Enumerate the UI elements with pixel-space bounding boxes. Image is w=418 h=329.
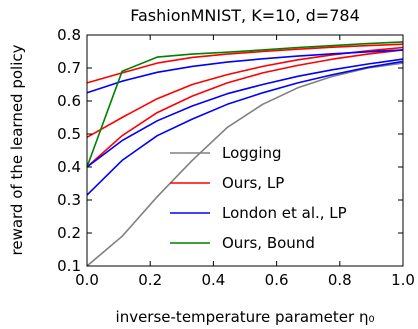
x-tick-label: 0.6: [265, 271, 289, 289]
x-tick-label: 0.4: [201, 271, 225, 289]
y-tick-label: 0.2: [57, 224, 81, 242]
y-tick-label: 0.7: [57, 59, 81, 77]
y-tick-label: 0.8: [57, 26, 81, 44]
x-axis: 0.0 0.2 0.4 0.6 0.8 1.0: [75, 35, 415, 289]
plot-frame: [86, 34, 404, 267]
x-axis-label: inverse-temperature parameter η₀: [116, 308, 375, 326]
series-line-8: [86, 41, 404, 168]
series-line-1: [86, 62, 404, 267]
y-tick-label: 0.3: [57, 191, 81, 209]
legend-label: London et al., LP: [222, 204, 347, 222]
y-tick-label: 0.1: [57, 257, 81, 275]
series-line-4: [86, 49, 404, 168]
y-axis-label: reward of the learned policy: [8, 44, 26, 255]
y-tick-label: 0.6: [57, 92, 81, 110]
legend-label: Logging: [222, 144, 282, 162]
y-tick-label: 0.5: [57, 125, 81, 143]
x-tick-label: 0.8: [328, 271, 352, 289]
legend-label: Ours, LP: [222, 174, 284, 192]
y-tick-label: 0.4: [57, 158, 81, 176]
series-line-6: [86, 58, 404, 168]
series-line-5: [86, 49, 404, 94]
series-line-2: [86, 43, 404, 84]
legend-label: Ours, Bound: [222, 234, 315, 252]
chart-title: FashionMNIST, K=10, d=784: [130, 6, 360, 25]
series-line-7: [86, 60, 404, 196]
y-axis: 0.1 0.2 0.3 0.4 0.5 0.6 0.7 0.8: [57, 26, 403, 275]
legend: Logging Ours, LP London et al., LP Ours, Bo…: [170, 144, 347, 252]
x-tick-label: 0.2: [138, 271, 162, 289]
x-tick-label: 1.0: [391, 271, 415, 289]
x-tick-label: 0.0: [75, 271, 99, 289]
series-group: [86, 41, 404, 267]
